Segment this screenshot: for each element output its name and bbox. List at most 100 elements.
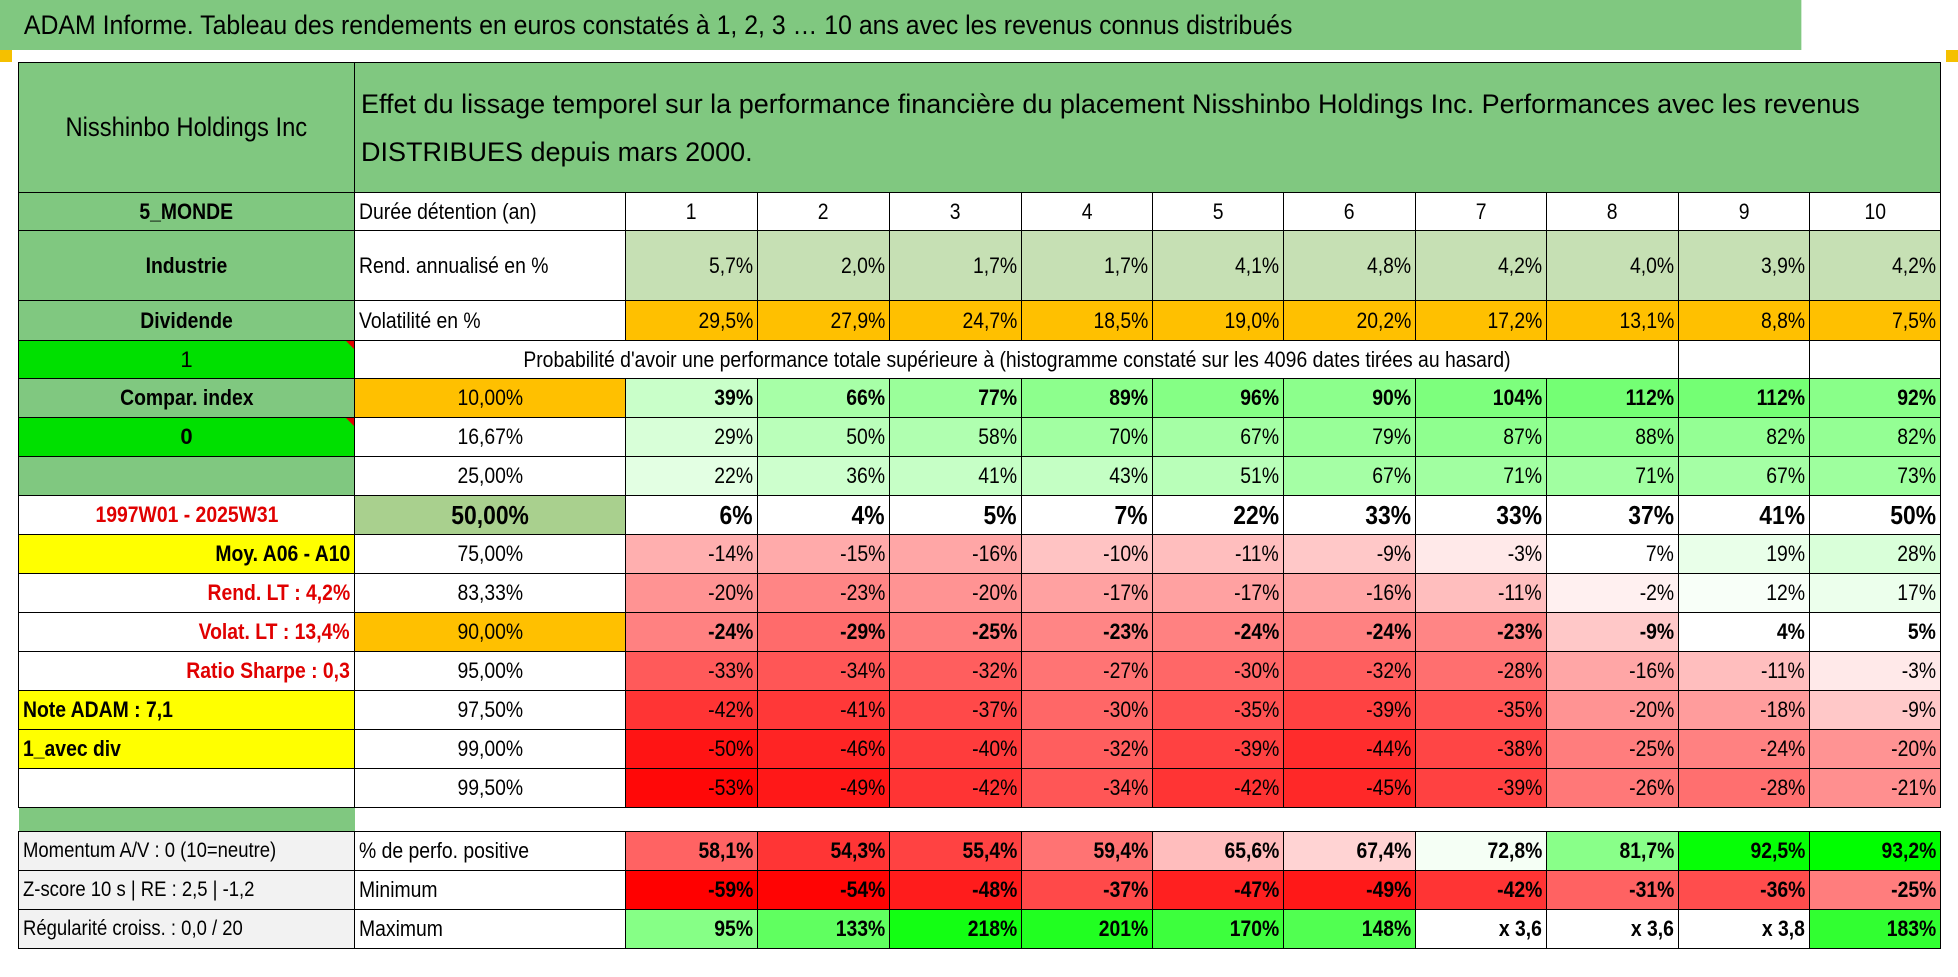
sector-label: Industrie xyxy=(18,230,355,301)
quantile-row: 0 16,67% 29% 50% 58% 70% 67% 79% 87% 88% 82% 82% xyxy=(18,417,1941,457)
quantile-row: Note ADAM : 7,1 97,50% -42% -41% -37% -30% -35… xyxy=(18,690,1941,730)
value-cell: 41% xyxy=(889,456,1022,496)
probability-title: Probabilité d'avoir une performance tota… xyxy=(354,340,1679,379)
value-cell: -2% xyxy=(1546,573,1679,613)
value-cell: 183% xyxy=(1809,909,1941,949)
quantile-row: 25,00% 22% 36% 41% 43% 51% 67% 71% 71% 67% 73% xyxy=(18,456,1941,496)
sharpe-ratio: Ratio Sharpe : 0,3 xyxy=(18,651,355,691)
value-cell: -16% xyxy=(1546,651,1679,691)
value-cell: 65,6% xyxy=(1152,831,1284,871)
right-accent-bar xyxy=(1946,50,1958,62)
long-term-volatility: Volat. LT : 13,4% xyxy=(18,612,355,652)
value-cell: -20% xyxy=(1546,690,1679,730)
quantile-label: 50,00% xyxy=(354,495,626,535)
value-cell: -38% xyxy=(1415,729,1547,769)
value-cell: 112% xyxy=(1546,378,1679,418)
value-cell: -20% xyxy=(625,573,758,613)
value-cell: 92% xyxy=(1809,378,1941,418)
value-cell: 81,7% xyxy=(1546,831,1679,871)
quantile-row: Volat. LT : 13,4% 90,00% -24% -29% -25% -23% -… xyxy=(18,612,1941,652)
value-cell: -3% xyxy=(1415,534,1547,574)
value-cell: 79% xyxy=(1283,417,1416,457)
value-cell: 22% xyxy=(625,456,758,496)
value-cell: 87% xyxy=(1415,417,1547,457)
value-cell: -30% xyxy=(1021,690,1153,730)
value-cell: -11% xyxy=(1415,573,1547,613)
year-header: 9 xyxy=(1678,192,1810,231)
value-cell: -25% xyxy=(1546,729,1679,769)
value-cell: 73% xyxy=(1809,456,1941,496)
value-cell: -24% xyxy=(1152,612,1284,652)
value-cell: -23% xyxy=(757,573,890,613)
value-cell: 51% xyxy=(1152,456,1284,496)
value-cell: 1,7% xyxy=(889,230,1022,301)
blank-label xyxy=(18,768,355,808)
year-header: 10 xyxy=(1809,192,1941,231)
value-cell: x 3,6 xyxy=(1415,909,1547,949)
value-cell: -20% xyxy=(1809,729,1941,769)
value-cell: 70% xyxy=(1021,417,1153,457)
value-cell: 12% xyxy=(1678,573,1810,613)
value-cell: -40% xyxy=(889,729,1022,769)
value-cell: 7% xyxy=(1021,495,1153,535)
value-cell: -53% xyxy=(625,768,758,808)
value-cell: 50% xyxy=(1809,495,1941,535)
value-cell: 104% xyxy=(1415,378,1547,418)
spacer-label xyxy=(18,456,355,496)
year-header: 3 xyxy=(889,192,1022,231)
positive-perf-label: % de perfo. positive xyxy=(354,831,626,871)
value-cell: -30% xyxy=(1152,651,1284,691)
value-cell: 27,9% xyxy=(757,300,890,341)
year-header: 6 xyxy=(1283,192,1416,231)
value-cell: 201% xyxy=(1021,909,1153,949)
value-cell: -26% xyxy=(1546,768,1679,808)
value-cell: -28% xyxy=(1678,768,1810,808)
value-cell: -39% xyxy=(1415,768,1547,808)
value-cell: -46% xyxy=(757,729,890,769)
value-cell: -44% xyxy=(1283,729,1416,769)
quantile-label: 83,33% xyxy=(354,573,626,613)
returns-table: Nisshinbo Holdings Inc Effet du lissage … xyxy=(18,62,1941,949)
volatility-label: Volatilité en % xyxy=(354,300,626,341)
table-description: Effet du lissage temporel sur la perform… xyxy=(354,62,1941,193)
value-cell: 4,0% xyxy=(1546,230,1679,301)
year-header: 2 xyxy=(757,192,890,231)
quantile-label: 99,00% xyxy=(354,729,626,769)
quantile-label: 10,00% xyxy=(354,378,626,418)
quantile-row: Ratio Sharpe : 0,3 95,00% -33% -34% -32% -27%… xyxy=(18,651,1941,691)
period-label: 1997W01 - 2025W31 xyxy=(18,495,355,535)
value-cell: 71% xyxy=(1546,456,1679,496)
zscore-label: Z-score 10 s | RE : 2,5 | -1,2 xyxy=(18,870,355,910)
value-cell: 170% xyxy=(1152,909,1284,949)
value-cell: -20% xyxy=(889,573,1022,613)
value-cell: 20,2% xyxy=(1283,300,1416,341)
value-cell: 133% xyxy=(757,909,890,949)
value-cell: -49% xyxy=(1283,870,1416,910)
value-cell: 22% xyxy=(1152,495,1284,535)
value-cell: -24% xyxy=(1678,729,1810,769)
value-cell: -33% xyxy=(625,651,758,691)
value-cell: 24,7% xyxy=(889,300,1022,341)
value-cell: 54,3% xyxy=(757,831,890,871)
value-cell: 67,4% xyxy=(1283,831,1416,871)
value-cell: 82% xyxy=(1809,417,1941,457)
value-cell: -59% xyxy=(625,870,758,910)
value-cell: -3% xyxy=(1809,651,1941,691)
dividend-label: Dividende xyxy=(18,300,355,341)
minimum-label: Minimum xyxy=(354,870,626,910)
quantile-label: 90,00% xyxy=(354,612,626,652)
value-cell: 77% xyxy=(889,378,1022,418)
value-cell: 4,2% xyxy=(1809,230,1941,301)
value-cell: 4,1% xyxy=(1152,230,1284,301)
value-cell: x 3,6 xyxy=(1546,909,1679,949)
quantile-label: 75,00% xyxy=(354,534,626,574)
value-cell: -41% xyxy=(757,690,890,730)
value-cell: 19,0% xyxy=(1152,300,1284,341)
value-cell: -34% xyxy=(757,651,890,691)
value-cell: -31% xyxy=(1546,870,1679,910)
asset-name: Nisshinbo Holdings Inc xyxy=(18,62,355,193)
value-cell: -34% xyxy=(1021,768,1153,808)
value-cell: 7% xyxy=(1546,534,1679,574)
blank-cell xyxy=(1809,340,1941,379)
duration-label: Durée détention (an) xyxy=(354,192,626,231)
